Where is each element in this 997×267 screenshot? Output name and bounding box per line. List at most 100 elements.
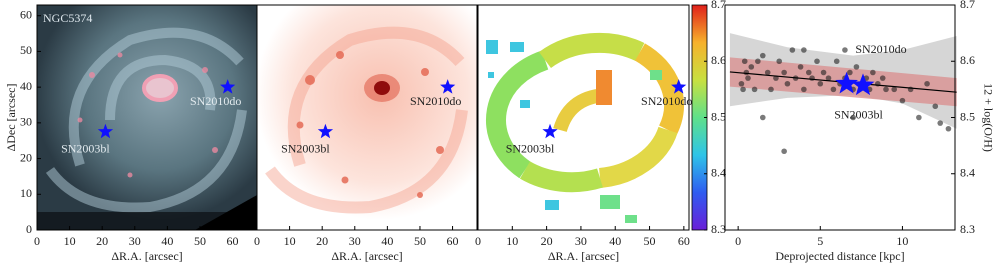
sn-label: SN2003bl (61, 142, 110, 156)
data-point (945, 125, 952, 132)
y-tick-label: 8.7 (960, 0, 975, 11)
x-tick-label: 0 (34, 234, 40, 248)
y-tick-label: 0 (26, 222, 32, 236)
y-tick-label: 30 (20, 115, 32, 129)
colorbar-tick-label: 8.7 (711, 0, 726, 11)
colorbar-tick-label: 8.5 (711, 109, 726, 123)
x-tick-label: 10 (896, 234, 908, 248)
y-tick-label: 8.6 (960, 53, 975, 67)
x-tick-label: 20 (96, 234, 108, 248)
data-point (801, 86, 807, 93)
sn-marker (220, 79, 236, 94)
data-point (776, 58, 783, 65)
data-point (759, 52, 766, 59)
x-tick-label: 0 (254, 234, 260, 248)
data-point (781, 148, 787, 155)
sn-label: SN2010do (190, 94, 241, 108)
sn-marker (542, 123, 558, 139)
x-tick-label: 10 (506, 234, 518, 248)
data-point (741, 58, 748, 65)
data-point (781, 69, 787, 76)
data-point (916, 114, 922, 121)
data-point (743, 69, 750, 76)
data-point (745, 75, 751, 81)
sn-marker (671, 79, 687, 94)
data-point (764, 69, 771, 76)
x-tick-label: 20 (541, 234, 553, 248)
data-point (814, 58, 820, 65)
data-point (755, 58, 761, 65)
x-tick-label: 10 (64, 234, 76, 248)
x-tick-label: 0 (735, 234, 741, 248)
data-point (801, 47, 807, 53)
x-tick-label: 60 (678, 234, 690, 248)
sn-marker (440, 79, 456, 94)
y-axis-label: ΔDec [arcsec] (4, 83, 18, 151)
data-point (751, 86, 758, 93)
data-point (768, 86, 774, 93)
colorbar-tick-label: 8.3 (711, 222, 726, 236)
x-tick-label: 30 (129, 234, 141, 248)
x-tick-label: 50 (414, 234, 426, 248)
colorbar-tick-label: 8.4 (711, 166, 726, 180)
y-tick-label: 40 (20, 79, 32, 93)
y-tick-label: 50 (20, 43, 32, 57)
data-point (784, 80, 791, 87)
frame (256, 4, 478, 231)
data-point (748, 64, 755, 70)
sn-marker (835, 71, 858, 94)
frame (477, 4, 690, 231)
x-tick-label: 40 (381, 234, 393, 248)
y-axis-label: 12 + log(O/H) (981, 83, 995, 152)
y-tick-label: 8.3 (960, 222, 975, 236)
data-point (850, 114, 856, 121)
data-point (820, 69, 827, 76)
x-tick-label: 60 (227, 234, 239, 248)
data-point (937, 120, 944, 126)
y-tick-label: 8.4 (960, 166, 975, 180)
x-tick-label: 30 (575, 234, 587, 248)
sn-label: SN2010do (855, 42, 906, 56)
y-tick-label: 8.5 (960, 109, 975, 123)
x-tick-label: 30 (349, 234, 361, 248)
sn-label: SN2003bl (281, 142, 330, 156)
data-point (833, 58, 840, 65)
data-point (879, 75, 886, 81)
metallicity-image (478, 5, 689, 230)
galaxy-label: NGC5374 (43, 11, 92, 25)
x-axis-label: ΔR.A. [arcsec] (331, 249, 402, 263)
data-point (932, 103, 939, 110)
sn-marker (97, 123, 114, 139)
data-point (797, 64, 804, 70)
data-point (847, 69, 853, 76)
sn-label: SN2010do (410, 94, 461, 108)
x-tick-label: 50 (194, 234, 206, 248)
x-tick-label: 0 (475, 234, 481, 248)
data-point (759, 114, 766, 121)
data-point (870, 69, 876, 76)
data-point (853, 64, 860, 70)
y-tick-label: 60 (20, 7, 32, 21)
y-tick-label: 20 (20, 150, 32, 164)
x-tick-label: 20 (316, 234, 328, 248)
x-tick-label: 10 (284, 234, 296, 248)
y-tick-label: 10 (20, 186, 32, 200)
x-axis-label: ΔR.A. [arcsec] (111, 249, 182, 263)
data-point (883, 86, 889, 93)
data-point (805, 69, 812, 76)
sn-marker (851, 73, 875, 96)
x-axis-label: ΔR.A. [arcsec] (548, 249, 619, 263)
x-tick-label: 60 (447, 234, 459, 248)
data-point (825, 75, 832, 81)
halpha-image (257, 5, 477, 230)
data-point (817, 80, 824, 87)
sn-label: SN2010do (641, 94, 692, 108)
data-point (789, 47, 796, 53)
sn-label: SN2003bl (834, 108, 883, 122)
data-point (891, 86, 898, 93)
x-tick-label: 5 (817, 234, 823, 248)
data-point (809, 75, 815, 81)
rgb-image (37, 5, 257, 230)
x-tick-label: 40 (161, 234, 173, 248)
